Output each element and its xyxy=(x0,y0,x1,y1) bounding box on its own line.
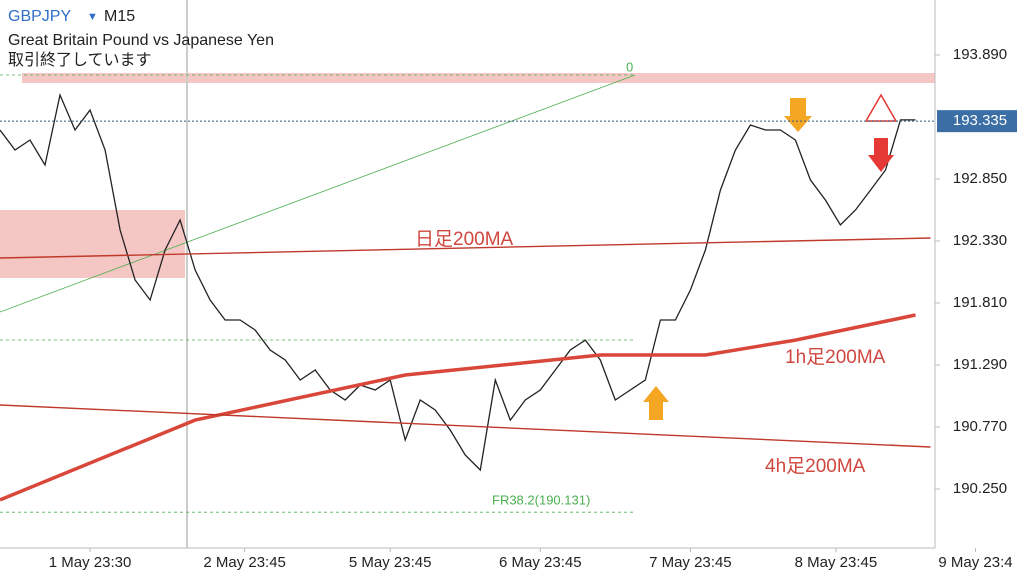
series-line xyxy=(0,313,916,502)
arrow-down xyxy=(868,138,894,172)
y-tick-label: 192.850 xyxy=(953,170,1007,187)
symbol-dropdown[interactable]: ▼ xyxy=(87,11,98,23)
current-price-tag xyxy=(937,110,1017,133)
header: GBPJPY ▼ M15 Great Britain Pound vs Japa… xyxy=(8,8,274,69)
fibo-label: 0 xyxy=(626,59,633,74)
series-line xyxy=(0,92,916,472)
symbol[interactable]: GBPJPY xyxy=(8,8,71,25)
series-line xyxy=(0,237,931,259)
x-tick-label: 8 May 23:45 xyxy=(795,554,878,571)
y-tick-label: 193.890 xyxy=(953,46,1007,63)
y-tick-label: 190.250 xyxy=(953,480,1007,497)
arrow-down xyxy=(784,98,812,132)
y-tick-label: 190.770 xyxy=(953,418,1007,435)
series-label: 4h足200MA xyxy=(765,456,866,477)
fibo-label: FR38.2(190.131) xyxy=(492,493,590,508)
current-price-label: 193.335 xyxy=(953,112,1007,129)
resistance-zone xyxy=(22,73,935,83)
x-tick-label: 7 May 23:45 xyxy=(649,554,732,571)
arrow-up xyxy=(643,386,669,420)
x-tick-label: 6 May 23:45 xyxy=(499,554,582,571)
chart-title: Great Britain Pound vs Japanese Yen xyxy=(8,32,274,49)
series-line xyxy=(0,404,931,448)
timeframe[interactable]: M15 xyxy=(104,8,135,25)
plot xyxy=(0,92,931,502)
series-label: 日足200MA xyxy=(415,229,514,250)
x-tick-label: 2 May 23:45 xyxy=(203,554,286,571)
series-label: 1h足200MA xyxy=(785,347,886,368)
y-tick-label: 192.330 xyxy=(953,232,1007,249)
x-tick-label: 1 May 23:30 xyxy=(49,554,132,571)
support-zone xyxy=(0,210,185,278)
trend-line xyxy=(0,74,636,313)
y-tick-label: 191.810 xyxy=(953,294,1007,311)
x-tick-label: 9 May 23:4 xyxy=(938,554,1012,571)
x-tick-label: 5 May 23:45 xyxy=(349,554,432,571)
chart-subtitle: 取引終了しています xyxy=(8,51,152,69)
y-tick-label: 191.290 xyxy=(953,356,1007,373)
